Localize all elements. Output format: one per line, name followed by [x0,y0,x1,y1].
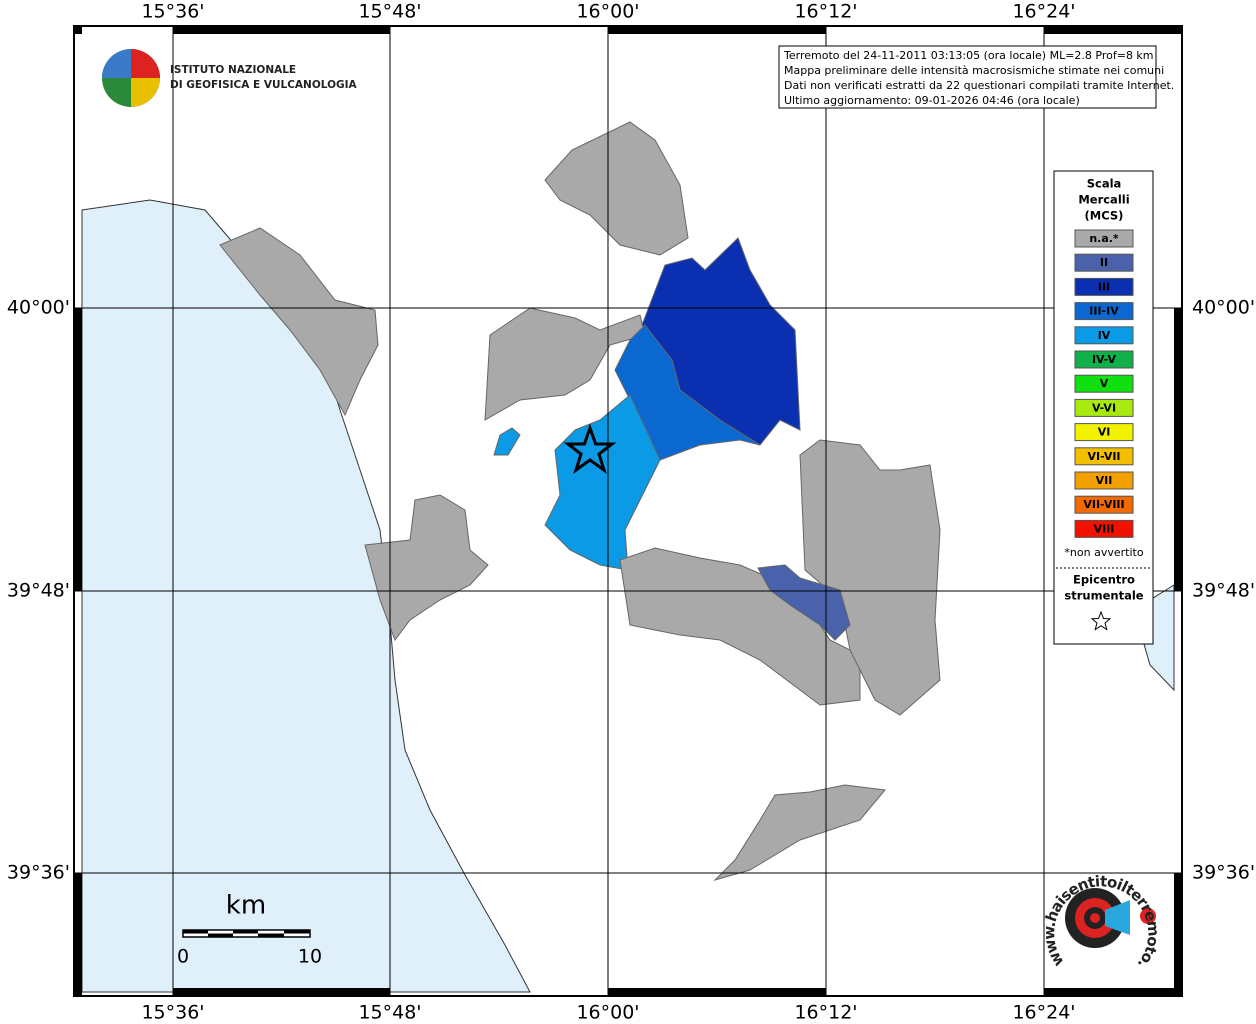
legend-label: VIII [1094,522,1115,535]
legend-swatch [1074,326,1134,345]
scale-bar: km 0 10 [177,891,322,968]
legend-swatch [1074,374,1134,393]
lat-label: 40°00' [7,297,70,319]
logo: ISTITUTO NAZIONALE DI GEOFISICA E VULCAN… [102,49,358,107]
legend-label: VII-VIII [1083,498,1124,511]
legend: Scala Mercalli (MCS) *non avvertito Epic… [1053,170,1154,645]
scale-label: 0 [177,946,189,968]
legend-swatch [1074,519,1134,538]
legend-label: IV-V [1092,353,1117,366]
legend-label: II [1100,256,1108,269]
epicenter [563,423,617,474]
lon-label: 16°24' [1012,1002,1075,1024]
lat-label: 39°36' [1192,862,1255,884]
legend-label: V [1100,377,1109,390]
logo-text: DI GEOFISICA E VULCANOLOGIA [170,79,358,91]
legend-swatch [1074,447,1134,466]
legend-title: (MCS) [1085,209,1124,223]
legend-swatch [1074,398,1134,417]
info-line: Terremoto del 24-11-2011 03:13:05 (ora l… [783,49,1154,62]
legend-swatch [1074,302,1134,321]
legend-label: IV [1098,329,1111,342]
legend-label: n.a.* [1089,232,1119,245]
legend-note: *non avvertito [1064,546,1143,559]
lon-label: 15°48' [358,1,421,23]
lon-label: 15°36' [141,1,204,23]
frame [73,25,1183,997]
legend-swatch [1074,350,1134,369]
logo-text: ISTITUTO NAZIONALE [170,64,296,76]
municipalities [219,121,941,882]
lon-label: 16°12' [794,1,857,23]
lon-label: 16°24' [1012,1,1075,23]
scale-label: 10 [298,946,322,968]
info-box [778,45,1157,109]
lat-label: 39°48' [1192,580,1255,602]
legend-label: VI [1098,426,1111,439]
legend-label: VI-VII [1087,450,1120,463]
lat-label: 39°48' [7,580,70,602]
legend-swatch [1074,277,1134,296]
lat-label: 40°00' [1192,297,1255,319]
legend-label: VII [1096,474,1113,487]
legend-label: V-VI [1092,401,1116,414]
lon-label: 16°00' [576,1002,639,1024]
legend-label: III [1098,280,1110,293]
lon-label: 16°12' [794,1002,857,1024]
legend-swatch [1074,229,1134,248]
legend-epicenter: Epicentro [1073,573,1135,587]
info-line: Mappa preliminare delle intensità macros… [784,64,1164,77]
info-line: Ultimo aggiornamento: 09-01-2026 04:46 (… [784,94,1080,107]
graticule [74,26,1182,996]
legend-epicenter: strumentale [1064,589,1143,603]
legend-swatch [1074,423,1134,442]
legend-swatch [1074,471,1134,490]
legend-swatch [1074,253,1134,272]
scale-unit: km [226,891,266,921]
legend-title: Mercalli [1078,193,1129,207]
legend-label: III-IV [1089,305,1119,318]
legend-swatch [1074,495,1134,514]
info-line: Dati non verificati estratti da 22 quest… [784,79,1174,92]
lat-label: 39°36' [7,862,70,884]
legend-title: Scala [1087,177,1122,191]
lon-label: 15°36' [141,1002,204,1024]
lon-label: 16°00' [576,1,639,23]
lon-label: 15°48' [358,1002,421,1024]
